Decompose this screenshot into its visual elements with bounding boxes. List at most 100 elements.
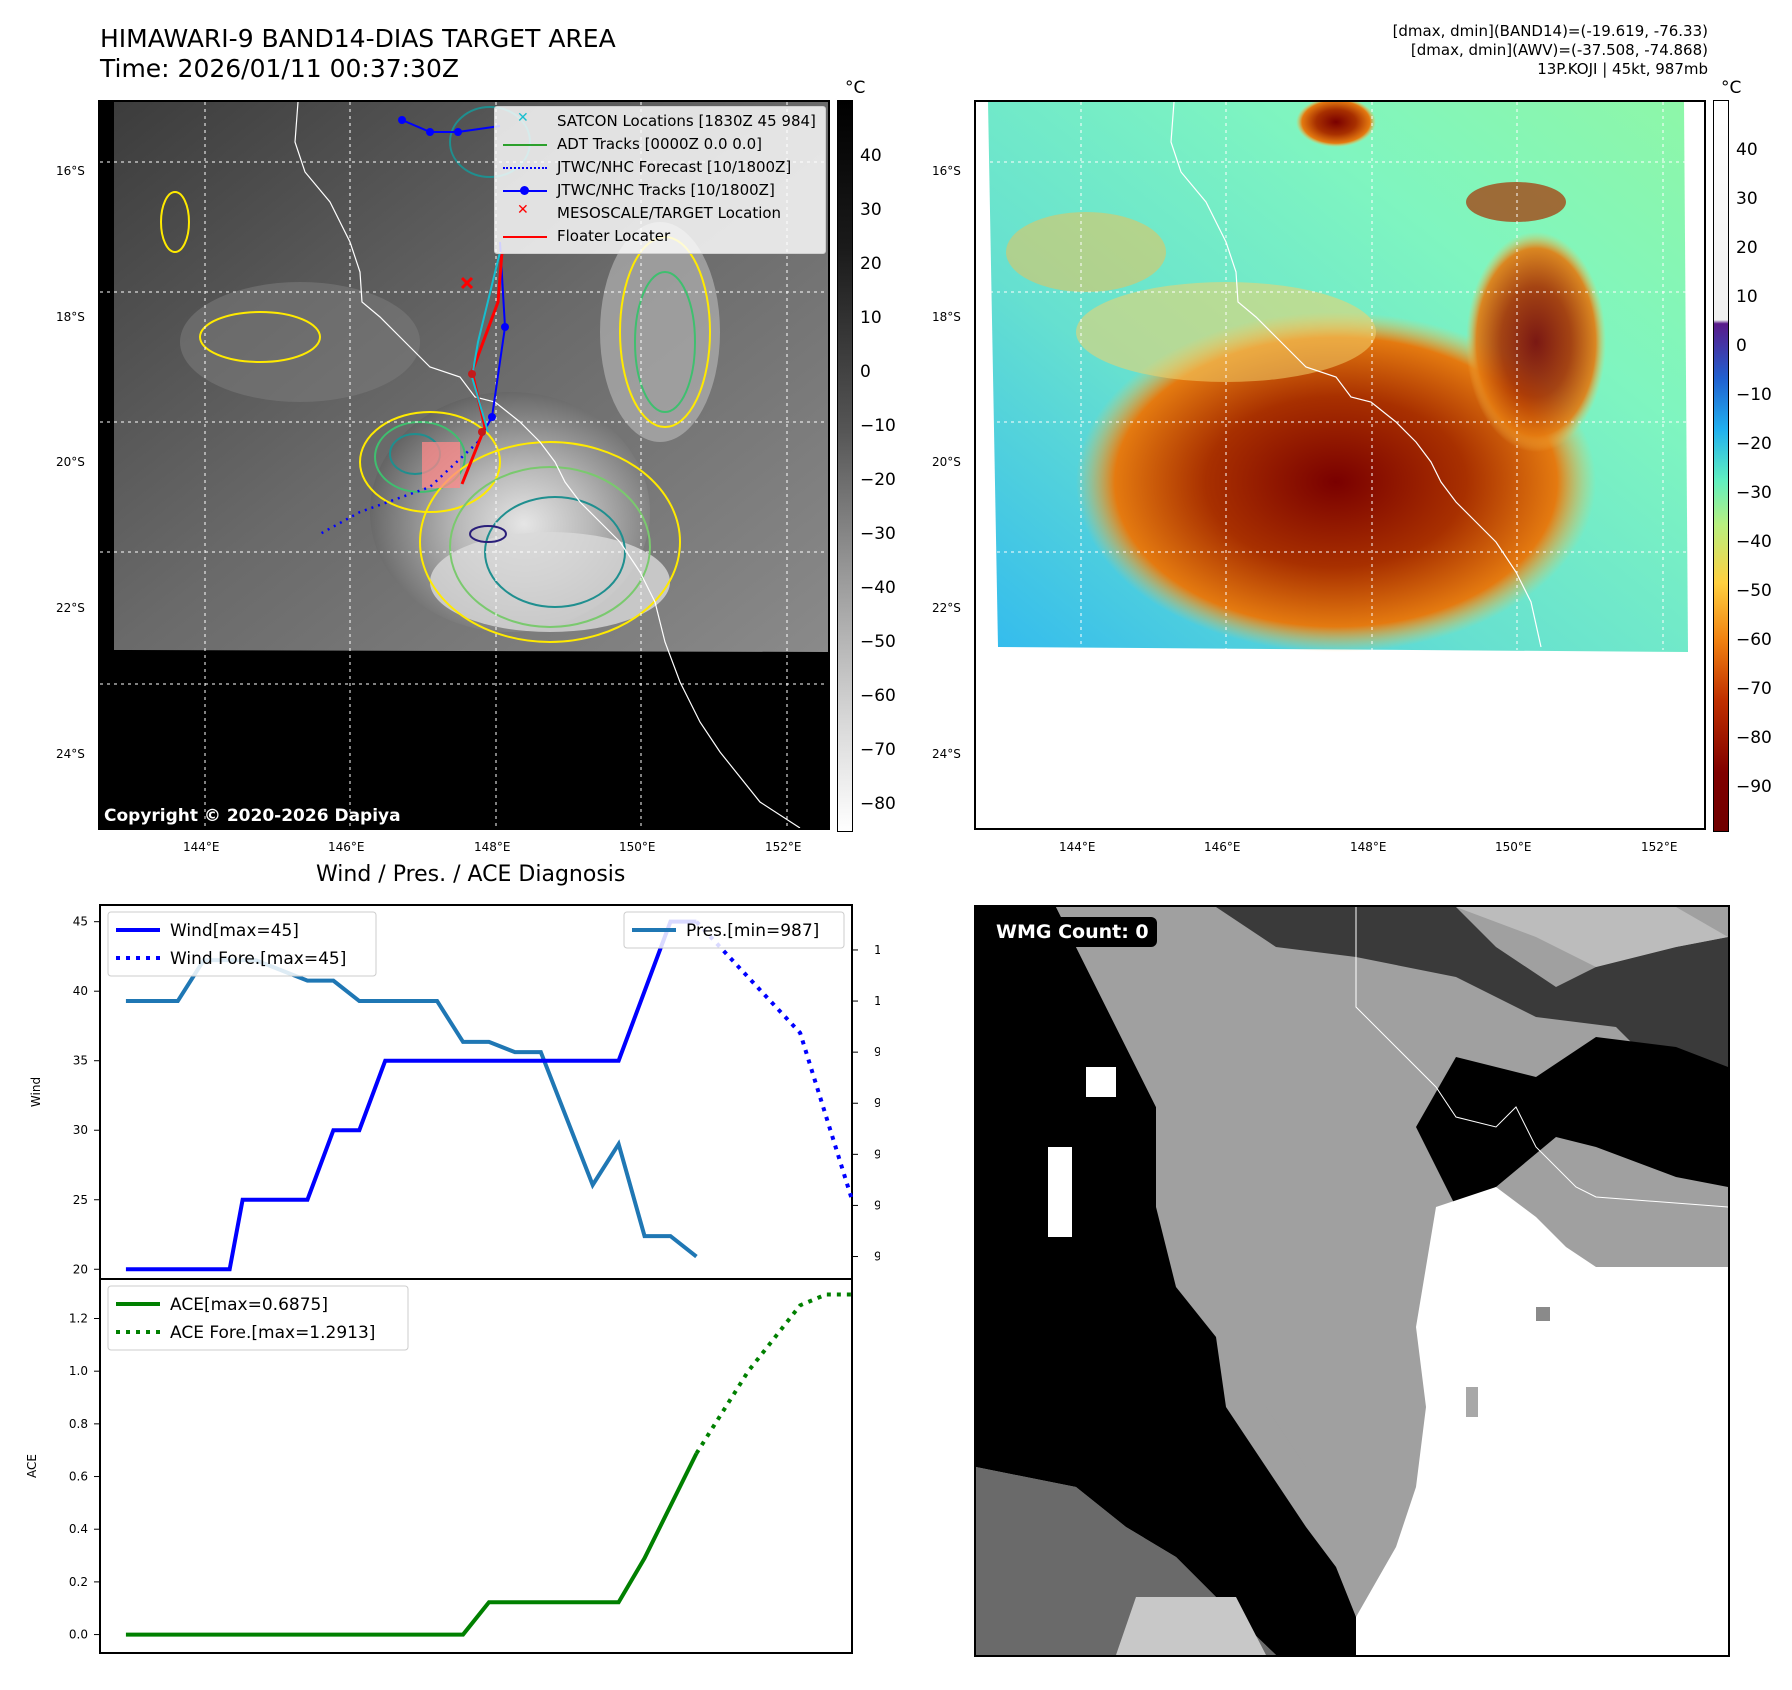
lat-tick: 18°S	[56, 310, 85, 324]
lon-tick: 144°E	[183, 840, 220, 854]
gray-cbar-tick: 0	[860, 362, 871, 382]
color-map-gridlines	[976, 102, 1704, 650]
gray-cbar-tick: 10	[860, 308, 882, 328]
gray-cbar-tick: 40	[860, 146, 882, 166]
ace-axis-label: ACE	[25, 1454, 39, 1478]
lon-tick: 150°E	[1495, 840, 1532, 854]
wind-tick-label: 30	[73, 1123, 88, 1137]
ace-tick-label: 0.8	[69, 1417, 88, 1431]
lat-tick: 18°S	[932, 310, 961, 324]
legend-floater: Floater Locater	[501, 224, 819, 247]
ir-gray-map: ✕ SATCON Locations [1830Z 45 984] ADT Tr…	[98, 100, 830, 830]
color-cbar-tick: −80	[1736, 728, 1772, 748]
diagnosis-title: Wind / Pres. / ACE Diagnosis	[316, 862, 626, 887]
page-title: HIMAWARI-9 BAND14-DIAS TARGET AREA	[100, 24, 616, 53]
map-legend: ✕ SATCON Locations [1830Z 45 984] ADT Tr…	[494, 106, 826, 254]
pressure-tick-label: 1000.0	[874, 994, 880, 1008]
storm-tracks	[319, 116, 509, 536]
ir-color-imagery	[976, 102, 1704, 652]
color-cbar-tick: 10	[1736, 287, 1758, 307]
ace-legend	[107, 1285, 409, 1351]
lon-tick: 146°E	[1204, 840, 1241, 854]
color-cbar-tick: 0	[1736, 336, 1747, 356]
gray-cbar-tick: −40	[860, 578, 896, 598]
ace-tick-label: 0.6	[69, 1470, 88, 1484]
color-cbar-tick: −10	[1736, 385, 1772, 405]
color-cbar-tick: 40	[1736, 140, 1758, 160]
lon-tick: 152°E	[765, 840, 802, 854]
color-colorbar	[1713, 100, 1729, 832]
lon-tick: 144°E	[1059, 840, 1096, 854]
color-cbar-tick: 30	[1736, 189, 1758, 209]
line-dot-marker-icon	[501, 180, 549, 200]
legend-jtwc-tracks: JTWC/NHC Tracks [10/1800Z]	[501, 178, 819, 201]
wind-series-line	[125, 919, 697, 1272]
lon-tick: 152°E	[1641, 840, 1678, 854]
gray-cbar-tick: −60	[860, 686, 896, 706]
lon-tick: 148°E	[474, 840, 511, 854]
pressure-tick-label: 992.5	[874, 1147, 880, 1161]
gray-cbar-tick: −70	[860, 740, 896, 760]
gray-cbar-tick: −30	[860, 524, 896, 544]
ir-color-map	[974, 100, 1706, 830]
wind-tick-label: 45	[73, 915, 88, 929]
ace-tick-label: 0.2	[69, 1575, 88, 1589]
x-marker-icon: ✕	[517, 201, 529, 218]
solid-line-icon	[501, 134, 549, 154]
legend-satcon: ✕ SATCON Locations [1830Z 45 984]	[501, 109, 819, 132]
legend-adt: ADT Tracks [0000Z 0.0 0.0]	[501, 132, 819, 155]
lat-tick: 16°S	[932, 164, 961, 178]
ace-tick-label: 0.4	[69, 1522, 88, 1536]
gray-cbar-tick: 20	[860, 254, 882, 274]
gray-colorbar	[837, 100, 853, 832]
wmg-imagery	[976, 907, 1728, 1655]
storm-info: 13P.KOJI | 45kt, 987mb	[1537, 60, 1708, 78]
pressure-tick-label: 987.5	[874, 1250, 880, 1264]
wind-axis-label: Wind	[29, 1077, 43, 1107]
awv-range: [dmax, dmin](AWV)=(-37.508, -74.868)	[1410, 41, 1708, 59]
lat-tick: 24°S	[56, 747, 85, 761]
wmg-panel: WMG Count: 0	[974, 905, 1730, 1657]
ace-tick-label: 1.0	[69, 1364, 88, 1378]
gray-cbar-tick: −10	[860, 416, 896, 436]
gray-cbar-tick: −80	[860, 794, 896, 814]
ace-forecast-series-line	[694, 1292, 852, 1455]
band14-range: [dmax, dmin](BAND14)=(-19.619, -76.33)	[1392, 22, 1708, 40]
wind-legend	[107, 911, 377, 977]
ace-tick-label: 0.0	[69, 1628, 88, 1642]
color-cbar-tick: −60	[1736, 630, 1772, 650]
pressure-legend	[623, 911, 845, 949]
pressure-tick-label: 990.0	[874, 1198, 880, 1212]
color-cbar-tick: 20	[1736, 238, 1758, 258]
lat-tick: 24°S	[932, 747, 961, 761]
legend-label: ACE Fore.[max=1.2913]	[170, 1323, 375, 1343]
pressure-tick-label: 997.5	[874, 1045, 880, 1059]
legend-label: ACE[max=0.6875]	[170, 1295, 328, 1315]
color-cbar-tick: −30	[1736, 483, 1772, 503]
pressure-tick-label: 1002.5	[874, 943, 880, 957]
legend-jtwc-forecast: JTWC/NHC Forecast [10/1800Z]	[501, 155, 819, 178]
legend-label: Pres.[min=987]	[686, 921, 819, 941]
gray-cbar-tick: −20	[860, 470, 896, 490]
wind-tick-label: 35	[73, 1054, 88, 1068]
gray-cbar-tick: −50	[860, 632, 896, 652]
wind-tick-label: 40	[73, 984, 88, 998]
lat-tick: 22°S	[56, 601, 85, 615]
color-colorbar-unit: °C	[1721, 78, 1742, 98]
lon-tick: 148°E	[1350, 840, 1387, 854]
copyright-label: Copyright © 2020-2026 Dapiya	[104, 806, 401, 826]
x-marker-icon: ✕	[517, 109, 529, 126]
time-label: Time: 2026/01/11 00:37:30Z	[100, 54, 459, 83]
dotted-line-icon	[501, 157, 549, 177]
ace-series-line	[125, 1452, 699, 1637]
lon-tick: 146°E	[328, 840, 365, 854]
color-cbar-tick: −90	[1736, 777, 1772, 797]
lat-tick: 22°S	[932, 601, 961, 615]
lon-tick: 150°E	[619, 840, 656, 854]
diagnosis-chart: 20 25 30 35 40 45 987.5 990.0 992.5 995.0 997.5 100…	[25, 904, 880, 1654]
color-cbar-tick: −70	[1736, 679, 1772, 699]
pressure-tick-label: 995.0	[874, 1096, 880, 1110]
legend-label: Wind Fore.[max=45]	[170, 949, 346, 969]
color-cbar-tick: −40	[1736, 532, 1772, 552]
lat-tick: 16°S	[56, 164, 85, 178]
